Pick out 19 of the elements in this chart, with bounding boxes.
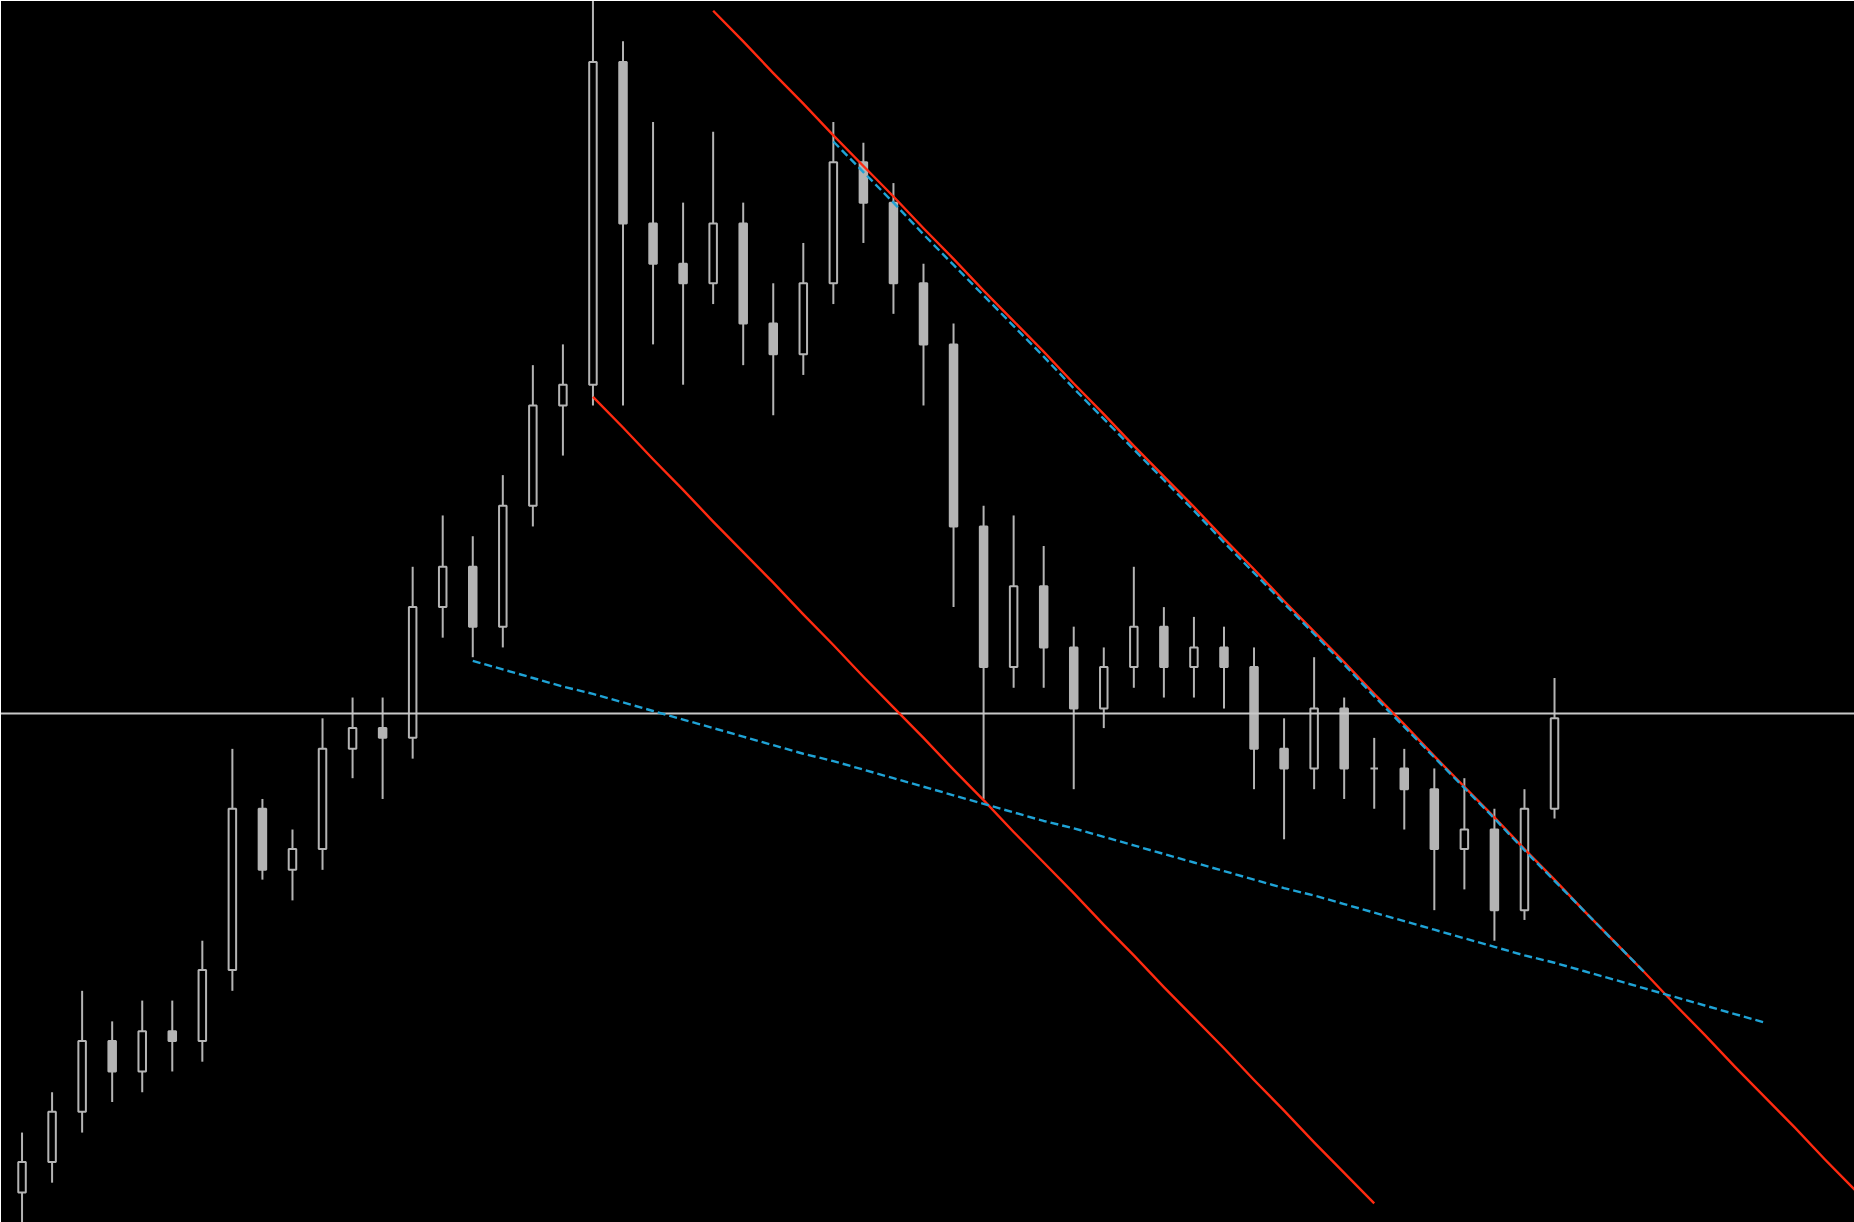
candlestick [347, 696, 358, 780]
candlestick [678, 201, 688, 386]
candlestick [377, 696, 388, 800]
candlestick [648, 120, 658, 346]
candlestick [1129, 565, 1139, 689]
candlestick [768, 282, 779, 417]
candlestick [1459, 777, 1470, 891]
candlestick [558, 343, 568, 457]
candlestick [1219, 625, 1229, 710]
candlestick [1099, 646, 1109, 730]
candlestick [137, 999, 147, 1094]
candlestick [437, 514, 448, 639]
candlestick [107, 1020, 117, 1104]
candlestick [287, 828, 298, 902]
candlestick [1279, 717, 1289, 841]
candlestick [1159, 606, 1169, 699]
candlestick [167, 999, 178, 1073]
candlestick [1399, 747, 1410, 831]
candlestick [1189, 615, 1199, 699]
